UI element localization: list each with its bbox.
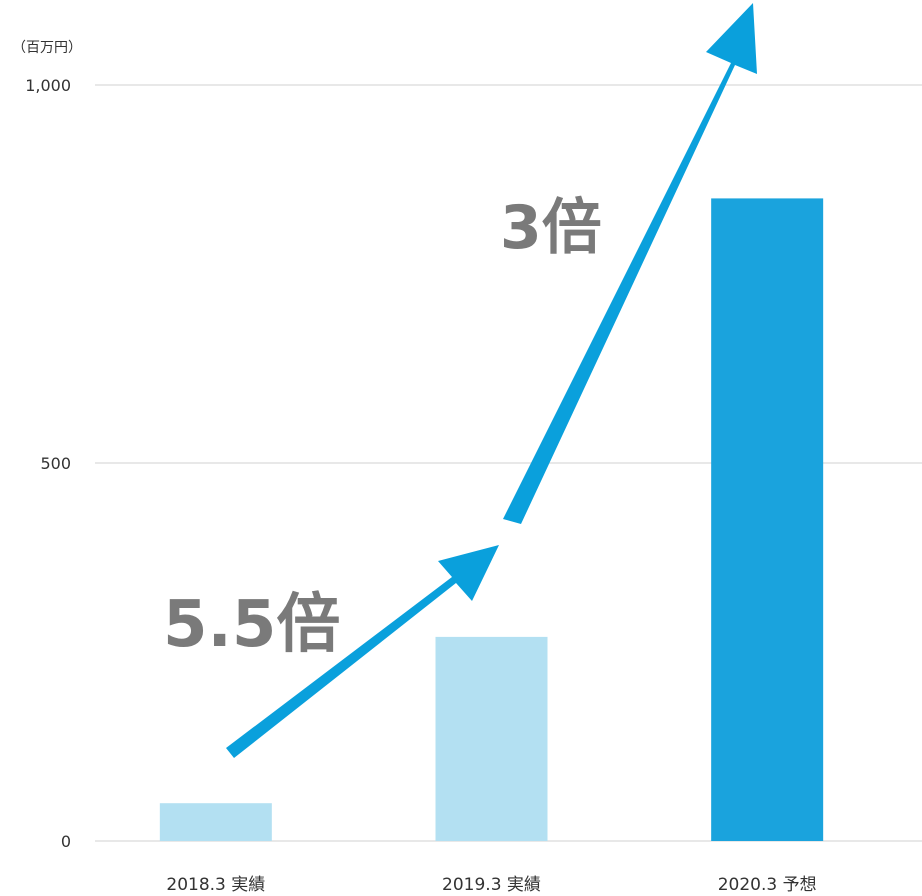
growth-label-5-5x: 5.5倍 (163, 588, 340, 662)
growth-label-3x: 3倍 (500, 193, 602, 263)
bars (159, 198, 824, 841)
x-category-label: 2018.3 実績 (166, 875, 265, 895)
x-category-label: 2019.3 実績 (442, 875, 541, 895)
bar-0 (159, 803, 272, 841)
growth-arrow-2 (503, 3, 757, 524)
x-category-label: 2020.3 予想 (718, 875, 817, 895)
x-axis-labels: 2018.3 実績 2019.3 実績 2020.3 予想 (166, 875, 816, 895)
y-tick-label: 0 (61, 832, 71, 851)
bar-2 (711, 198, 824, 841)
growth-arrow-1 (226, 545, 499, 758)
y-tick-label: 1,000 (25, 76, 71, 95)
bar-1 (435, 636, 548, 841)
y-axis-unit-label: （百万円） (12, 40, 82, 56)
y-axis: （百万円） 0 500 1,000 (12, 40, 82, 851)
y-tick-label: 500 (40, 454, 71, 473)
growth-arrows (226, 3, 757, 758)
